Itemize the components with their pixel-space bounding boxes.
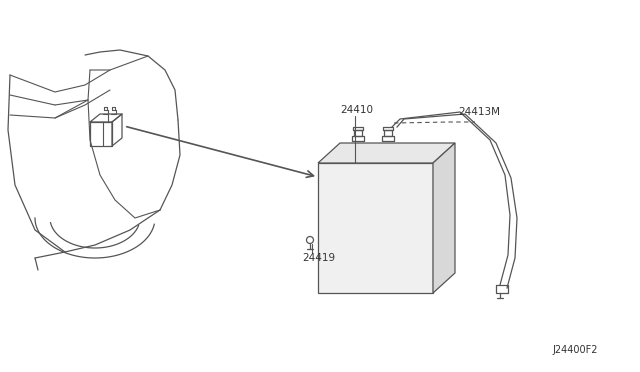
Polygon shape [318, 163, 433, 293]
Text: 24413M: 24413M [458, 107, 500, 117]
Polygon shape [318, 143, 455, 163]
Polygon shape [433, 143, 455, 293]
Text: J24400F2: J24400F2 [552, 345, 598, 355]
Text: 24410: 24410 [340, 105, 373, 115]
Text: 24419: 24419 [302, 253, 335, 263]
